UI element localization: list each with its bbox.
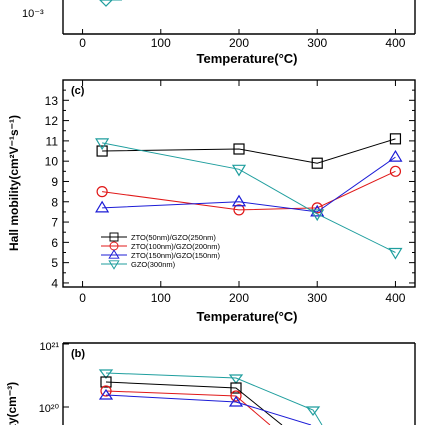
- data-point: [310, 204, 325, 217]
- data-point: [311, 157, 323, 169]
- legend-label: ZTO(100nm)/GZO(200nm): [131, 242, 221, 251]
- legend-label: ZTO(150nm)/GZO(150nm): [131, 251, 221, 260]
- data-point: [96, 145, 108, 157]
- c-x-tick-label: 300: [307, 291, 327, 305]
- c-x-tick-label: 200: [229, 291, 249, 305]
- data-point: [231, 164, 247, 177]
- series-line: [102, 170, 396, 211]
- series-3: [95, 138, 403, 260]
- legend-marker: [108, 249, 120, 259]
- top-x-tick-label: 400: [385, 36, 405, 50]
- legend-marker: [108, 260, 120, 270]
- data-point: [95, 138, 110, 151]
- data-point: [231, 194, 247, 207]
- panel-c-frame: [62, 79, 416, 288]
- c-y-tick-label: 7: [51, 216, 58, 230]
- panel-b-y-axis-label: ty(cm⁻³): [5, 382, 19, 425]
- top-panel-x-ticks: 0 100 200 300 400: [79, 29, 406, 50]
- c-y-tick-label: 9: [51, 175, 58, 189]
- panel-c-legend: ZTO(50nm)/GZO(250nm)ZTO(100nm)/GZO(200nm…: [101, 232, 221, 270]
- panel-b-label: (b): [71, 348, 85, 360]
- panel-c-x-axis-label: Temperature(°C): [196, 309, 297, 324]
- top-panel-x-axis-label: Temperature(°C): [196, 51, 297, 66]
- c-y-tick-label: 12: [45, 114, 59, 128]
- series-0: [96, 133, 402, 169]
- panel-b-y-tick-mid: 10²⁰: [39, 403, 60, 415]
- data-point: [389, 133, 402, 145]
- data-point: [233, 204, 245, 216]
- c-y-tick-label: 11: [46, 134, 59, 148]
- series-line: [102, 138, 396, 164]
- legend-label: GZO(300nm): [131, 260, 176, 269]
- data-point: [388, 149, 403, 162]
- legend-marker: [109, 232, 119, 242]
- panel-b: 10²¹ 10²⁰ ty(cm⁻³) (b): [5, 341, 416, 425]
- top-x-tick-label: 300: [307, 36, 327, 50]
- panel-b-y-tick-top: 10²¹: [39, 341, 59, 353]
- data-point: [233, 143, 245, 155]
- panel-c-series: [95, 133, 403, 260]
- data-point: [310, 209, 325, 222]
- panel-c-x-ticks: 0 100 200 300 400: [79, 80, 406, 305]
- panel-c-label: (c): [71, 85, 85, 97]
- panel-c-y-ticks: 4 5 6 7 8 9 10 11 12 13: [45, 89, 415, 290]
- panel-b-curve-teal: [98, 369, 323, 425]
- c-y-tick-label: 6: [51, 236, 58, 250]
- panel-b-curve-blue: [98, 388, 312, 425]
- legend-label: ZTO(50nm)/GZO(250nm): [131, 233, 216, 242]
- c-x-tick-label: 400: [385, 291, 405, 305]
- data-point: [96, 186, 108, 198]
- top-x-tick-label: 100: [151, 36, 171, 50]
- panel-b-curve-black: [100, 376, 283, 425]
- series-1: [96, 165, 402, 216]
- series-line: [102, 142, 396, 253]
- top-panel-partial-marker: [99, 0, 113, 7]
- top-x-tick-label: 0: [79, 36, 86, 50]
- c-y-tick-label: 10: [45, 155, 59, 169]
- c-x-tick-label: 0: [79, 291, 86, 305]
- c-y-tick-label: 8: [51, 195, 58, 209]
- data-point: [95, 200, 110, 213]
- data-point: [389, 165, 402, 177]
- series-2: [95, 149, 403, 217]
- top-panel-y-tick-label: 10⁻³: [22, 8, 44, 20]
- data-point: [388, 247, 403, 260]
- c-x-tick-label: 100: [151, 291, 171, 305]
- panel-c: (c) 4 5 6 7 8 9 10 11 12 13 0 100 200 300 400 Hall mo…: [7, 79, 416, 324]
- panel-c-y-axis-label: Hall mobility(cm²V⁻¹s⁻¹): [7, 115, 21, 251]
- c-y-tick-label: 5: [51, 256, 58, 270]
- series-line: [102, 156, 396, 213]
- top-x-tick-label: 200: [229, 36, 249, 50]
- top-panel: 10⁻³ 0 100 200 300 400 Temperature(°C): [22, 0, 416, 66]
- c-y-tick-label: 4: [51, 276, 58, 290]
- c-y-tick-label: 13: [45, 94, 59, 108]
- panel-b-curve-red: [100, 385, 271, 425]
